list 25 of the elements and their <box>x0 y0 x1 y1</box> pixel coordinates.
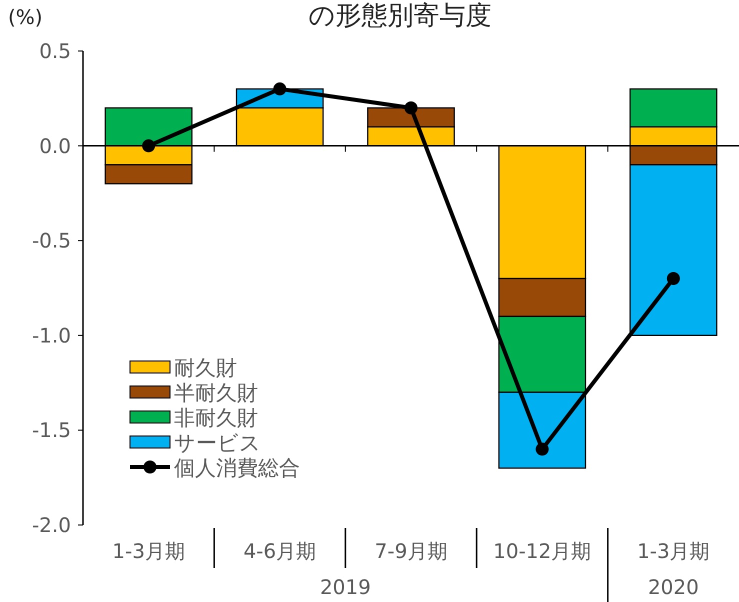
x-tick-label: 10-12月期 <box>493 539 592 563</box>
y-tick-label: -1.5 <box>32 418 71 442</box>
y-tick-label: -0.5 <box>32 228 71 253</box>
x-tick-label: 4-6月期 <box>243 539 316 563</box>
y-tick-label: -1.0 <box>32 323 71 348</box>
text: 2019 <box>320 575 371 599</box>
chart-title: の形態別寄与度 <box>308 1 492 31</box>
point <box>273 82 286 96</box>
y-tick-label: 0.5 <box>39 39 71 63</box>
x-tick-label: 7-9月期 <box>374 539 448 563</box>
text: 2020 <box>648 575 699 599</box>
point <box>666 272 680 286</box>
legend-label: 耐久財 <box>174 356 237 380</box>
x-tick-label: 1-3月期 <box>637 539 710 563</box>
y-tick-label: 0.0 <box>39 134 71 158</box>
legend-label: サービス <box>174 431 261 455</box>
legend-label: 個人消費総合 <box>174 456 300 480</box>
y-axis-title: (%) <box>8 5 43 29</box>
point <box>404 101 418 114</box>
point <box>536 442 549 456</box>
point <box>142 139 156 152</box>
y-tick-label: -2.0 <box>32 513 71 537</box>
legend-label: 非耐久財 <box>174 406 258 430</box>
x-tick-label: 1-3月期 <box>112 539 185 563</box>
legend-label: 半耐久財 <box>174 381 258 405</box>
